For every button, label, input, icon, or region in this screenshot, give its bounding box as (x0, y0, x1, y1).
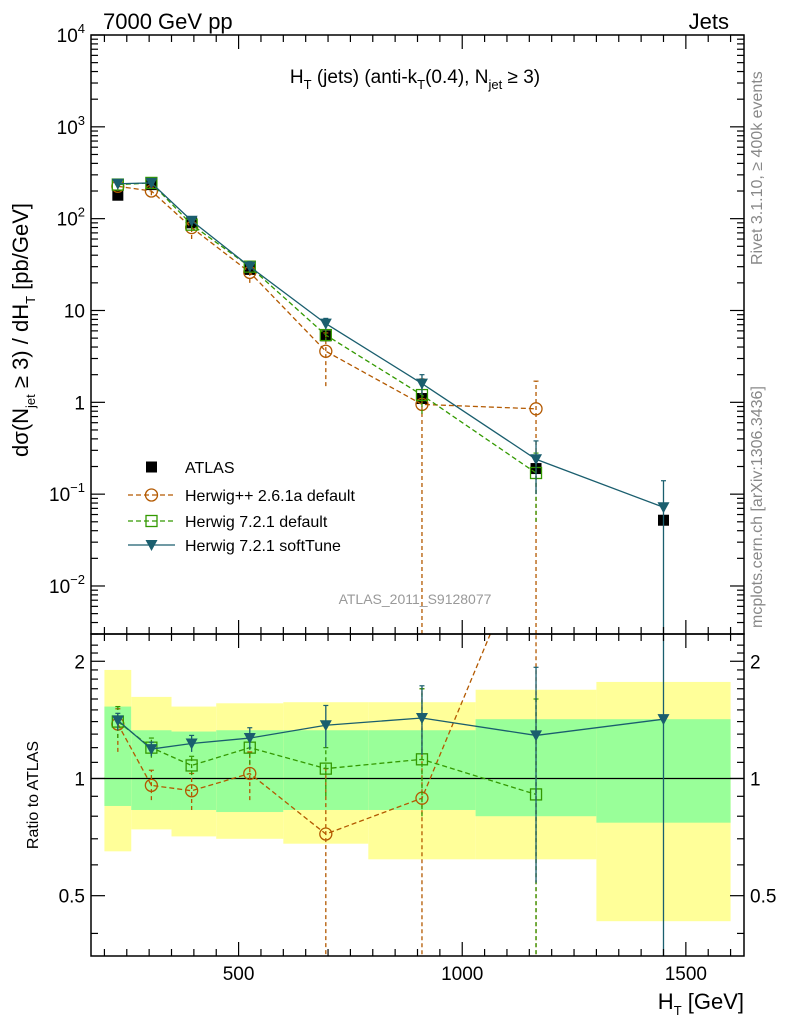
main-y-tick-label: 102 (57, 205, 85, 231)
mcplots-label: mcplots.cern.ch [arXiv:1306.3436] (749, 386, 766, 628)
legend-marker (146, 461, 157, 473)
legend-label: Herwig 7.2.1 softTune (185, 538, 341, 555)
ratio-y-tick-label: 2 (74, 652, 85, 673)
main-y-tick-label: 103 (57, 113, 85, 139)
main-series (111, 176, 670, 634)
data-point-softtune (319, 720, 332, 732)
legend-label: ATLAS (185, 460, 235, 477)
data-point-softtune (111, 178, 124, 190)
main-y-tick-label: 10−2 (49, 572, 85, 598)
series-softtune (111, 634, 670, 956)
data-point-softtune (415, 378, 428, 390)
ratio-series (111, 634, 670, 956)
main-y-tick-label: 1 (74, 393, 85, 414)
main-y-tick-label: 104 (57, 21, 85, 47)
data-point-softtune (145, 177, 158, 189)
ratio-y-tick-label-right: 0.5 (750, 887, 776, 908)
main-y-tick-label: 10−1 (49, 480, 85, 506)
data-point-softtune (530, 730, 543, 742)
series-line-herwigpp (117, 185, 537, 410)
data-point-softtune (185, 738, 198, 750)
data-point-softtune (319, 318, 332, 330)
series-softtune (111, 177, 670, 634)
data-point-herwig721 (319, 762, 332, 775)
data-point-herwigpp (184, 784, 199, 798)
series-line-herwig721 (117, 182, 537, 474)
legend-marker (145, 540, 158, 551)
data-point-herwigpp (144, 778, 159, 793)
ticks: 10−2 10−1 1 10 102 103 104 500 1000 1500 0.5 0.5 1 1 2… (49, 21, 776, 985)
legend-label: Herwig 7.2.1 default (185, 514, 328, 531)
main-y-tick-label: 10 (64, 301, 85, 322)
legend-entry-softtune: Herwig 7.2.1 softTune (128, 538, 341, 555)
legend-marker (145, 514, 158, 528)
legend: ATLAS Herwig++ 2.6.1a default Herwig 7.2.1… (128, 460, 355, 555)
legend-marker (144, 488, 159, 502)
data-point-softtune (111, 715, 124, 727)
series-line-softtune (117, 182, 664, 508)
main-y-axis-label: dσ(Njet ≥ 3) / dHT [pb/GeV] (8, 203, 38, 457)
data-point-softtune (243, 261, 256, 273)
data-point-herwig721 (185, 759, 198, 772)
ratio-y-tick-label-right: 1 (750, 769, 761, 790)
ratio-y-tick-label: 0.5 (59, 887, 85, 908)
legend-label: Herwig++ 2.6.1a default (185, 488, 355, 505)
legend-entry-herwig721: Herwig 7.2.1 default (128, 514, 328, 531)
rivet-label: Rivet 3.1.10, ≥ 400k events (749, 71, 766, 265)
x-tick-label: 500 (223, 964, 255, 985)
legend-entry-atlas: ATLAS (146, 460, 235, 477)
ratio-y-axis-label: Ratio to ATLAS (25, 741, 42, 849)
data-point-softtune (530, 454, 543, 466)
plot-title: HT (jets) (anti-kT(0.4), Njet ≥ 3) (290, 67, 540, 92)
data-point-softtune (185, 215, 198, 227)
legend-entry-herwigpp: Herwig++ 2.6.1a default (128, 488, 355, 505)
data-point-softtune (657, 714, 670, 726)
data-point-atlas (112, 189, 124, 201)
data-point-herwigpp (243, 766, 257, 781)
analysis-watermark: ATLAS_2011_S9128077 (339, 591, 492, 607)
data-point-softtune (145, 744, 158, 756)
data-point-softtune (415, 712, 428, 724)
x-tick-label: 1500 (665, 964, 707, 985)
data-point-herwigpp (529, 402, 543, 416)
x-axis-label: HT [GeV] (658, 989, 744, 1018)
data-point-herwigpp (319, 827, 333, 841)
data-point-herwigpp (319, 344, 333, 358)
data-point-softtune (657, 502, 670, 514)
series-herwig721 (111, 176, 543, 522)
series-line-softtune (117, 717, 664, 750)
data-point-softtune (243, 733, 256, 745)
x-tick-label: 1000 (441, 964, 483, 985)
ratio-y-tick-label: 1 (74, 769, 85, 790)
series-herwigpp (111, 179, 543, 634)
ratio-y-tick-label-right: 2 (750, 652, 761, 673)
header-right: Jets (689, 9, 729, 34)
header-left: 7000 GeV pp (103, 9, 233, 34)
